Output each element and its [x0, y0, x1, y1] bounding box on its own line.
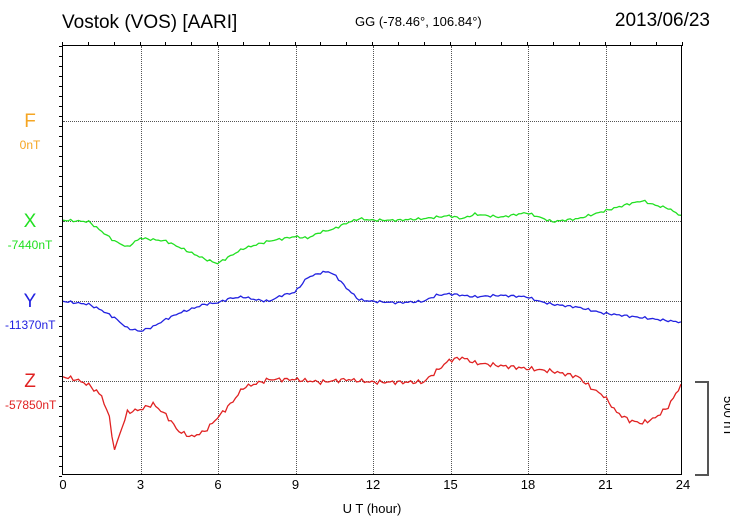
- minor-tick: [59, 366, 62, 367]
- tick-x-21: 21: [598, 477, 612, 492]
- plot-area: F 0nT X -7440nT Y -11370nT Z -57850nT 0 …: [62, 45, 682, 475]
- minor-tick: [59, 476, 62, 477]
- minor-tick: [59, 406, 62, 407]
- top-tick: [114, 42, 115, 46]
- minor-tick: [59, 336, 62, 337]
- scale-bar: [695, 381, 709, 476]
- top-tick: [269, 42, 270, 46]
- chart-title: Vostok (VOS) [AARI]: [62, 12, 237, 34]
- minor-tick: [59, 416, 62, 417]
- minor-tick: [59, 456, 62, 457]
- top-tick: [475, 42, 476, 46]
- tick-x-24: 24: [676, 477, 690, 492]
- minor-tick: [59, 216, 62, 217]
- curve-y: [63, 271, 681, 331]
- minor-tick: [59, 226, 62, 227]
- minor-tick: [59, 466, 62, 467]
- tick-x-9: 9: [292, 477, 299, 492]
- minor-tick: [59, 196, 62, 197]
- minor-tick: [59, 126, 62, 127]
- top-tick: [372, 42, 373, 46]
- tick-x-12: 12: [366, 477, 380, 492]
- minor-tick: [59, 296, 62, 297]
- minor-tick: [59, 346, 62, 347]
- minor-tick: [59, 256, 62, 257]
- top-tick: [88, 42, 89, 46]
- minor-tick: [59, 186, 62, 187]
- minor-tick: [59, 56, 62, 57]
- minor-tick: [59, 86, 62, 87]
- xaxis-label: U T (hour): [343, 501, 402, 516]
- row-label-f: F: [5, 111, 55, 133]
- top-tick: [295, 42, 296, 46]
- minor-tick: [59, 326, 62, 327]
- minor-tick: [59, 286, 62, 287]
- row-sublabel-z: -57850nT: [5, 398, 55, 412]
- top-tick: [191, 42, 192, 46]
- curve-z: [63, 357, 681, 450]
- top-tick: [320, 42, 321, 46]
- tick-x-6: 6: [214, 477, 221, 492]
- top-tick: [527, 42, 528, 46]
- top-tick: [346, 42, 347, 46]
- scale-bar-label: 500 nT: [721, 396, 730, 436]
- minor-tick: [59, 116, 62, 117]
- minor-tick: [59, 106, 62, 107]
- minor-tick: [59, 316, 62, 317]
- minor-tick: [59, 76, 62, 77]
- minor-tick: [59, 426, 62, 427]
- minor-tick: [59, 66, 62, 67]
- minor-tick: [59, 136, 62, 137]
- top-tick: [450, 42, 451, 46]
- minor-tick: [59, 266, 62, 267]
- top-tick: [630, 42, 631, 46]
- minor-tick: [59, 46, 62, 47]
- row-sublabel-x: -7440nT: [5, 238, 55, 252]
- row-label-z: Z: [5, 371, 55, 393]
- minor-tick: [59, 166, 62, 167]
- curve-x: [63, 200, 681, 263]
- top-tick: [656, 42, 657, 46]
- minor-tick: [59, 306, 62, 307]
- minor-tick: [59, 436, 62, 437]
- top-tick: [424, 42, 425, 46]
- chart-coords: GG (-78.46°, 106.84°): [355, 14, 482, 29]
- minor-tick: [59, 446, 62, 447]
- minor-tick: [59, 176, 62, 177]
- tick-x-18: 18: [521, 477, 535, 492]
- chart-date: 2013/06/23: [615, 10, 710, 32]
- top-tick: [605, 42, 606, 46]
- top-tick: [62, 42, 63, 46]
- row-sublabel-f: 0nT: [5, 138, 55, 152]
- top-tick: [398, 42, 399, 46]
- minor-tick: [59, 386, 62, 387]
- top-tick: [165, 42, 166, 46]
- tick-x-3: 3: [137, 477, 144, 492]
- minor-tick: [59, 206, 62, 207]
- tick-x-15: 15: [443, 477, 457, 492]
- minor-tick: [59, 246, 62, 247]
- top-tick: [140, 42, 141, 46]
- minor-tick: [59, 236, 62, 237]
- minor-tick: [59, 276, 62, 277]
- top-tick: [501, 42, 502, 46]
- row-label-x: X: [5, 211, 55, 233]
- minor-tick: [59, 376, 62, 377]
- row-label-y: Y: [5, 291, 55, 313]
- tick-x-0: 0: [59, 477, 66, 492]
- minor-tick: [59, 146, 62, 147]
- row-sublabel-y: -11370nT: [5, 318, 55, 332]
- minor-tick: [59, 96, 62, 97]
- top-tick: [682, 42, 683, 46]
- minor-tick: [59, 396, 62, 397]
- minor-tick: [59, 356, 62, 357]
- curve-canvas: [63, 46, 681, 474]
- top-tick: [243, 42, 244, 46]
- top-tick: [553, 42, 554, 46]
- minor-tick: [59, 156, 62, 157]
- top-tick: [579, 42, 580, 46]
- top-tick: [217, 42, 218, 46]
